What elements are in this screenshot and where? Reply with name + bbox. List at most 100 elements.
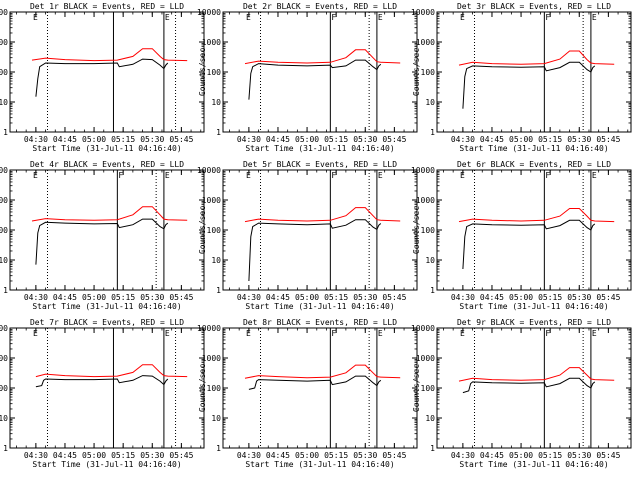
x-tick-label: 05:15 <box>538 451 562 460</box>
event-marker-label: F <box>545 329 550 338</box>
x-tick-label: 05:30 <box>140 135 164 144</box>
y-tick-label: 10 <box>425 256 435 265</box>
y-tick-label: 1000 <box>416 354 435 363</box>
x-tick-label: 05:45 <box>382 293 406 302</box>
x-tick-label: 05:45 <box>596 135 620 144</box>
x-axis-label: Start Time (31-Jul-11 04:16:40) <box>245 144 394 153</box>
x-tick-label: 04:30 <box>237 451 261 460</box>
x-tick-label: 04:30 <box>24 451 48 460</box>
x-axis-label: Start Time (31-Jul-11 04:16:40) <box>459 302 608 311</box>
y-tick-label: 10000 <box>411 166 435 175</box>
x-tick-label: 04:45 <box>266 451 290 460</box>
x-tick-label: 05:00 <box>295 293 319 302</box>
x-axis-label: Start Time (31-Jul-11 04:16:40) <box>245 460 394 469</box>
x-tick-label: 04:45 <box>480 135 504 144</box>
series-line-black-events <box>35 58 169 97</box>
plot-title: Det 6r BLACK = Events, RED = LLD <box>457 160 611 169</box>
x-tick-label: 05:00 <box>295 135 319 144</box>
detector-plot-6: Det 6r BLACK = Events, RED = LLD 1 10 100 10… <box>411 160 632 311</box>
x-tick-label: 05:15 <box>538 135 562 144</box>
y-tick-label: 1 <box>3 286 8 295</box>
x-tick-label: 04:30 <box>24 293 48 302</box>
x-tick-label: 05:15 <box>324 293 348 302</box>
x-tick-label: 05:30 <box>567 451 591 460</box>
x-tick-label: 05:15 <box>111 135 135 144</box>
y-tick-label: 1 <box>216 286 221 295</box>
x-tick-label: 05:45 <box>596 293 620 302</box>
detector-plot-4: Det 4r BLACK = Events, RED = LLD 1 10 100 10… <box>0 160 205 311</box>
y-axis-label: Counts/sec <box>412 48 421 96</box>
x-tick-label: 05:15 <box>111 451 135 460</box>
y-tick-label: 1 <box>3 128 8 137</box>
y-tick-label: 10 <box>211 256 221 265</box>
event-marker-label: E <box>460 13 465 22</box>
y-tick-label: 1 <box>3 444 8 453</box>
x-tick-label: 04:30 <box>451 451 475 460</box>
x-tick-label: 05:15 <box>324 451 348 460</box>
plot-frame <box>9 169 205 291</box>
series-line-black-events <box>462 61 596 109</box>
x-tick-label: 04:30 <box>237 293 261 302</box>
y-tick-label: 1 <box>430 286 435 295</box>
series-line-black-events <box>248 219 382 282</box>
x-tick-label: 05:15 <box>111 293 135 302</box>
detector-plot-5: Det 5r BLACK = Events, RED = LLD 1 10 100 10… <box>197 160 418 311</box>
x-tick-label: 04:30 <box>451 293 475 302</box>
event-marker-label: F <box>545 13 550 22</box>
x-tick-label: 05:45 <box>382 135 406 144</box>
plot-title: Det 7r BLACK = Events, RED = LLD <box>30 318 184 327</box>
x-tick-label: 05:45 <box>169 135 193 144</box>
y-tick-label: 100 <box>421 384 436 393</box>
x-tick-label: 05:30 <box>353 135 377 144</box>
detector-plot-1: Det 1r BLACK = Events, RED = LLD 1 10 100 10… <box>0 2 205 153</box>
y-tick-label: 100 <box>0 226 8 235</box>
x-tick-label: 05:30 <box>567 293 591 302</box>
event-marker-label: E <box>460 171 465 180</box>
y-tick-label: 1000 <box>202 354 221 363</box>
event-marker-label: E <box>378 13 383 22</box>
y-tick-label: 10 <box>425 98 435 107</box>
y-tick-label: 10000 <box>0 166 8 175</box>
x-tick-label: 05:45 <box>382 451 406 460</box>
event-marker-label: F <box>331 171 336 180</box>
event-marker-label: E <box>33 13 38 22</box>
series-line-red-lld <box>31 206 188 222</box>
event-marker-label: E <box>378 329 383 338</box>
x-tick-label: 05:00 <box>295 451 319 460</box>
series-line-black-events <box>462 219 596 270</box>
x-tick-label: 05:00 <box>82 451 106 460</box>
y-tick-label: 10 <box>0 98 8 107</box>
detector-plot-3: Det 3r BLACK = Events, RED = LLD 1 10 100 10… <box>411 2 632 153</box>
y-tick-label: 100 <box>207 68 222 77</box>
detector-plot-9: Det 9r BLACK = Events, RED = LLD 1 10 100 10… <box>411 318 632 469</box>
event-marker-label: E <box>165 171 170 180</box>
series-line-red-lld <box>244 364 401 379</box>
series-line-black-events <box>248 59 382 100</box>
y-axis-label: Counts/sec <box>412 364 421 412</box>
x-tick-label: 04:45 <box>266 293 290 302</box>
event-marker-label: F <box>118 171 123 180</box>
plot-title: Det 9r BLACK = Events, RED = LLD <box>457 318 611 327</box>
series-line-black-events <box>462 377 596 394</box>
detector-plot-7: Det 7r BLACK = Events, RED = LLD 1 10 100 10… <box>0 318 205 469</box>
plot-frame <box>436 11 632 133</box>
series-line-black-events <box>248 375 382 390</box>
x-tick-label: 05:45 <box>169 451 193 460</box>
y-tick-label: 10000 <box>197 324 221 333</box>
event-marker-label: E <box>460 329 465 338</box>
x-axis-label: Start Time (31-Jul-11 04:16:40) <box>32 460 181 469</box>
y-tick-label: 100 <box>207 384 222 393</box>
x-tick-label: 05:45 <box>596 451 620 460</box>
detector-plot-2: Det 2r BLACK = Events, RED = LLD 1 10 100 10… <box>197 2 418 153</box>
x-tick-label: 05:30 <box>140 451 164 460</box>
y-tick-label: 1 <box>430 128 435 137</box>
x-tick-label: 05:30 <box>353 293 377 302</box>
y-tick-label: 10000 <box>411 324 435 333</box>
x-tick-label: 05:45 <box>169 293 193 302</box>
y-tick-label: 1 <box>216 444 221 453</box>
series-line-black-events <box>35 375 169 388</box>
x-tick-label: 05:00 <box>82 293 106 302</box>
event-marker-label: E <box>592 13 597 22</box>
x-axis-label: Start Time (31-Jul-11 04:16:40) <box>459 460 608 469</box>
